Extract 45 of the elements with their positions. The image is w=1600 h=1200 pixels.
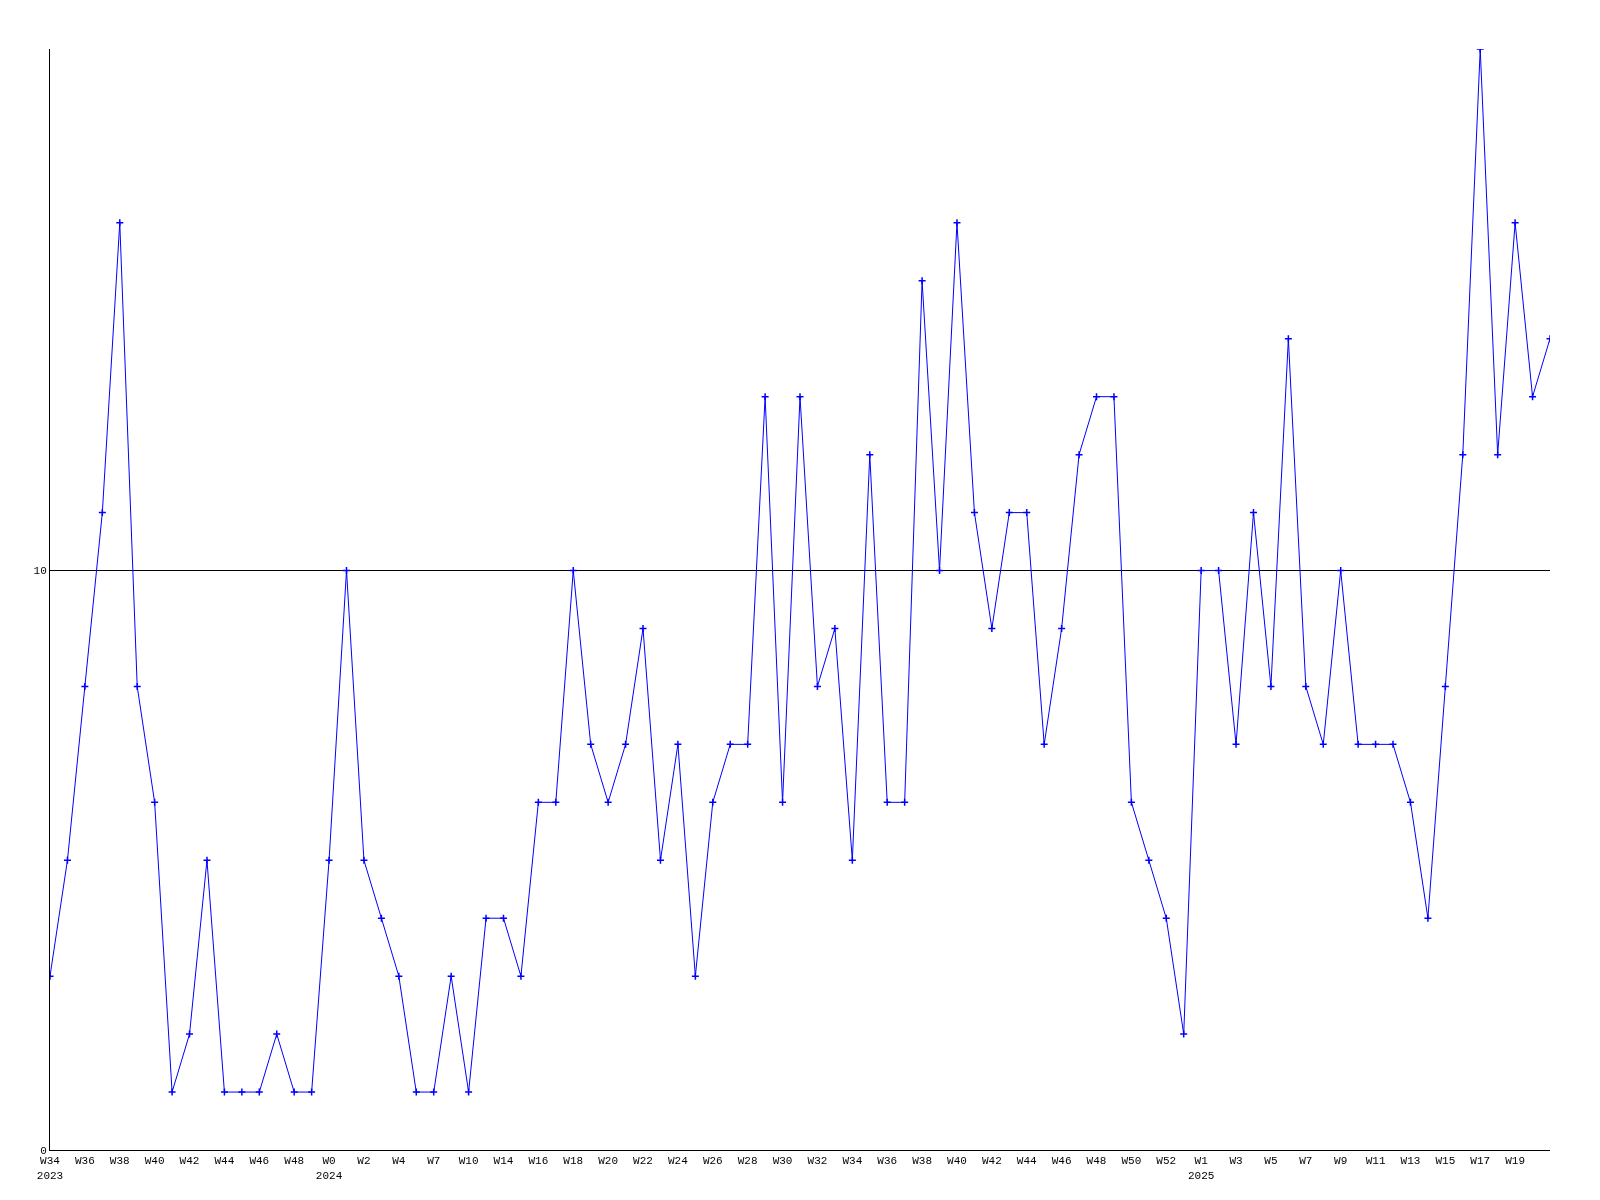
x-tick-label: W28	[737, 1155, 758, 1168]
x-tick-label: W50	[1121, 1155, 1142, 1168]
x-tick-label: W14	[493, 1155, 514, 1168]
x-tick-label: W10	[458, 1155, 479, 1168]
x-tick-label: W46	[1051, 1155, 1072, 1168]
x-tick-label: W48	[1086, 1155, 1107, 1168]
x-tick-label: W52	[1156, 1155, 1177, 1168]
x-tick-label: W36	[74, 1155, 95, 1168]
x-tick-label: W16	[528, 1155, 549, 1168]
x-tick-label: W7	[427, 1155, 441, 1168]
x-tick-label: W44	[1016, 1155, 1038, 1168]
x-tick-label: W26	[702, 1155, 723, 1168]
x-tick-label: W0 2024	[315, 1155, 343, 1182]
x-tick-label: W34	[842, 1155, 863, 1168]
x-tick-label: W40	[144, 1155, 165, 1168]
x-tick-label: W20	[598, 1155, 619, 1168]
x-tick-label: W3	[1229, 1155, 1243, 1168]
x-tick-label: W7	[1299, 1155, 1313, 1168]
x-tick-label: W4	[392, 1155, 406, 1168]
y-tick-label: 10	[33, 565, 47, 578]
x-tick-label: W5	[1264, 1155, 1278, 1168]
y-tick-label: 0	[40, 1144, 47, 1157]
x-tick-label: W42	[179, 1155, 200, 1168]
x-tick-label: W19	[1505, 1155, 1526, 1168]
x-tick-label: W2	[357, 1155, 371, 1168]
x-tick-label: W32	[807, 1155, 828, 1168]
x-tick-label: W34 2023	[36, 1155, 64, 1182]
x-tick-label: W36	[877, 1155, 898, 1168]
x-tick-label: W9	[1334, 1155, 1348, 1168]
x-tick-label: W38	[109, 1155, 130, 1168]
x-tick-label: W18	[563, 1155, 584, 1168]
x-tick-label: W11	[1365, 1155, 1386, 1168]
x-tick-label: W24	[668, 1155, 689, 1168]
x-tick-label: W48	[284, 1155, 305, 1168]
x-tick-label: W30	[772, 1155, 793, 1168]
x-tick-label: W38	[912, 1155, 932, 1168]
x-tick-label: W22	[633, 1155, 653, 1168]
x-tick-label: W17	[1470, 1155, 1491, 1168]
x-tick-label: W1 2025	[1187, 1155, 1215, 1182]
x-tick-label: W40	[947, 1155, 967, 1168]
x-tick-label: W44	[214, 1155, 235, 1168]
x-tick-label: W42	[981, 1155, 1002, 1168]
x-tick-label: W15	[1435, 1155, 1456, 1168]
x-tick-label: W13	[1400, 1155, 1421, 1168]
x-tick-label: W46	[249, 1155, 270, 1168]
